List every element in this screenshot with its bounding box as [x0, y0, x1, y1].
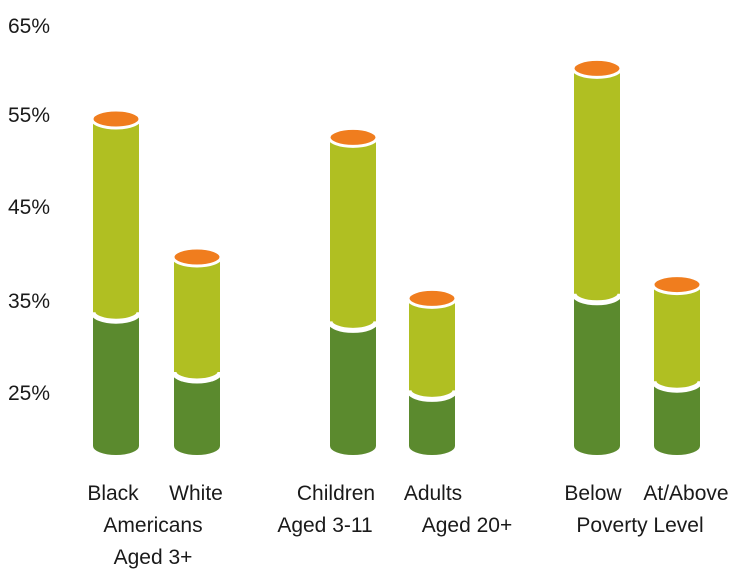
bar-children: [327, 126, 379, 455]
bar-below: [571, 57, 623, 455]
group-label: Americans: [103, 514, 202, 537]
bar-top-segment: [330, 137, 376, 331]
bars: [90, 57, 703, 455]
y-tick-label: 25%: [8, 382, 50, 405]
y-tick-label: 45%: [8, 196, 50, 219]
group-label: Aged 20+: [422, 514, 513, 537]
bar-segment-gap: [651, 380, 703, 393]
category-label: White: [169, 482, 223, 505]
y-tick-label: 65%: [8, 15, 50, 38]
bar-bottom-segment: [654, 381, 700, 455]
y-tick-label: 35%: [8, 290, 50, 313]
bar-top-segment: [174, 257, 220, 381]
bar-segment-gap: [571, 293, 623, 306]
bar-cap: [651, 274, 703, 296]
group-label: Aged 3+: [114, 546, 193, 569]
bar-cap: [406, 287, 458, 309]
bar-segment-gap: [327, 320, 379, 333]
bar-segment-gap: [171, 371, 223, 384]
category-label: Adults: [404, 482, 462, 505]
bar-at-above: [651, 274, 703, 455]
bar-top-segment: [654, 284, 700, 391]
bar-cap: [327, 126, 379, 148]
category-label: At/Above: [643, 482, 728, 505]
bar-cap: [90, 108, 142, 130]
bar-segment-gap: [406, 389, 458, 402]
bar-white: [171, 246, 223, 455]
bar-segment-gap: [90, 311, 142, 324]
bar-black: [90, 108, 142, 455]
group-labels: Americans Aged 3+ Aged 3-11 Aged 20+ Pov…: [103, 514, 703, 569]
bar-bottom-segment: [574, 293, 620, 455]
bar-bottom-segment: [330, 321, 376, 455]
category-label: Black: [87, 482, 139, 505]
bar-top-segment: [409, 298, 455, 400]
bar-cap: [571, 57, 623, 79]
bar-cap: [171, 246, 223, 268]
bar-top-segment: [574, 68, 620, 303]
group-label: Aged 3-11: [277, 514, 372, 537]
bar-adults: [406, 287, 458, 455]
bar-bottom-segment: [174, 372, 220, 455]
bar-bottom-segment: [409, 390, 456, 455]
category-labels: Black White Children Adults Below At/Abo…: [87, 482, 728, 505]
y-tick-label: 55%: [8, 104, 50, 127]
category-label: Children: [297, 482, 375, 505]
bar-top-segment: [93, 119, 139, 322]
y-axis-ticks: 25% 35% 45% 55% 65%: [8, 15, 50, 405]
group-label: Poverty Level: [576, 514, 703, 537]
category-label: Below: [564, 482, 622, 505]
bar-bottom-segment: [93, 312, 139, 455]
